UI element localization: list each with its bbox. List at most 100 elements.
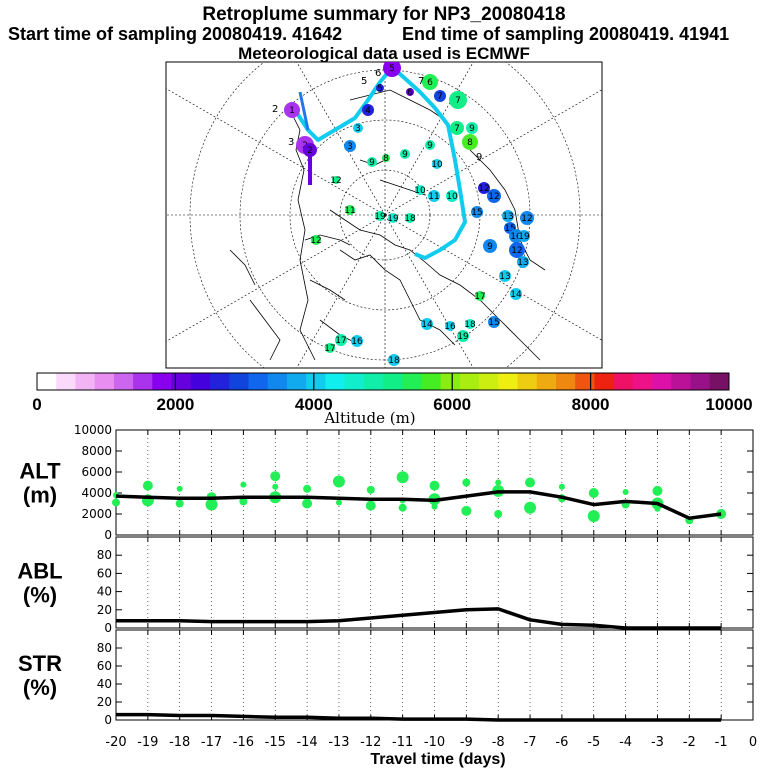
x-tick-label: -13 [328,735,349,750]
trajectory-line [293,66,467,260]
colorbar-swatch [652,373,672,390]
colorbar-swatch [690,373,711,390]
point-label: 12 [511,246,522,256]
altitude-point [303,484,312,493]
x-tick-label: -16 [233,735,254,750]
point-label: 12 [330,176,341,186]
sampling-start-label: Start time of sampling 20080419. 41642 [8,24,343,44]
colorbar-swatch [152,373,173,390]
trajectory-point [415,185,425,195]
colorbar-swatch [94,373,115,390]
altitude-point [365,500,376,511]
x-tick-label: -11 [392,735,413,750]
meridian-line [296,62,386,216]
altitude-point [270,471,281,482]
point-label: 6 [427,78,433,88]
colorbar-swatch [709,373,730,390]
altitude-point [622,488,629,495]
y-tick-label: 20 [97,695,112,709]
y-tick-label: 8000 [81,444,112,458]
point-label: 17 [335,336,346,346]
day-label: 5 [361,76,367,87]
x-tick-label: -12 [360,735,381,750]
altitude-point [587,510,600,523]
day-label: 7 [418,76,424,87]
panel-frame [115,536,754,629]
trajectory-point [499,270,511,282]
colorbar-swatch [671,373,692,390]
trajectory-point [428,190,440,202]
point-label: 9 [427,141,433,151]
meteorological-data-label: Meteorological data used is ECMWF [238,44,530,63]
map-points: 1225677879331212151312151619912131314111… [272,62,534,366]
trajectory-point [388,213,398,223]
point-label: 19 [457,332,469,342]
point-label: 3 [355,124,361,134]
colorbar-tick-label: 4000 [295,395,333,414]
altitude-point [332,475,345,488]
colorbar-swatch [383,373,403,390]
trajectory-point [483,239,497,253]
trajectory-point [465,319,475,329]
trajectory-point [502,210,514,222]
x-tick-label: -4 [619,735,632,750]
altitude-point [429,480,440,491]
colorbar-swatch [517,373,538,390]
x-tick-label: -17 [201,735,222,750]
y-tick-label: 80 [97,641,112,655]
x-tick-label: 0 [749,735,757,750]
altitude-point [272,483,279,490]
latitude-circle [189,62,581,368]
point-label: 14 [421,320,433,330]
altitude-point [112,498,120,507]
point-label: 9 [402,150,408,160]
colorbar-swatch [498,373,519,390]
altitude-point [335,499,342,506]
colorbar-swatch [344,373,365,390]
colorbar-swatch [113,373,134,390]
trajectory-point [406,88,414,96]
x-tick-label: -19 [137,735,158,750]
altitude-point [462,478,471,487]
y-tick-label: 0 [104,621,112,635]
altitude-point [176,485,183,492]
y-tick-label: 40 [97,677,112,691]
colorbar-tick-label: 10000 [705,395,752,414]
chart-title: Retroplume summary for NP3_20080418 [202,4,566,25]
point-label: 10 [446,192,458,202]
point-label: 15 [504,224,515,234]
trajectory-point [450,121,464,135]
trajectory-point [434,90,446,102]
altitude-point [588,488,599,498]
trajectory-point [325,343,335,353]
point-label: 12 [478,184,489,194]
day-label: 9 [476,152,482,163]
panel-ylabel: STR [18,651,62,676]
trajectory-point [311,235,321,245]
colorbar-swatch [613,373,634,390]
colorbar-swatch [421,373,442,390]
colorbar-swatch [75,373,96,390]
panel-ylabel: ABL [17,559,62,584]
meridian-line [166,214,386,342]
trajectory-point [383,62,401,77]
x-tick-label: -3 [651,735,664,750]
point-label: 8 [383,154,389,164]
point-label: 7 [437,92,443,102]
altitude-point [494,510,503,518]
colorbar-swatch [229,373,249,390]
meridian-line [384,89,602,216]
point-label: 16 [510,232,522,242]
point-label: 8 [467,138,473,148]
altitude-point [716,509,727,519]
point-label: 7 [454,124,460,134]
point-label: 9 [469,124,475,134]
colorbar-swatch [267,373,288,390]
point-label: 18 [388,356,400,366]
colorbar-swatch [556,373,576,390]
map-content: 1225677879331212151312151619912131314111… [166,62,602,368]
colorbar-tick-label: 0 [32,395,41,414]
trajectory-point [518,230,530,242]
point-label: 17 [324,344,335,354]
